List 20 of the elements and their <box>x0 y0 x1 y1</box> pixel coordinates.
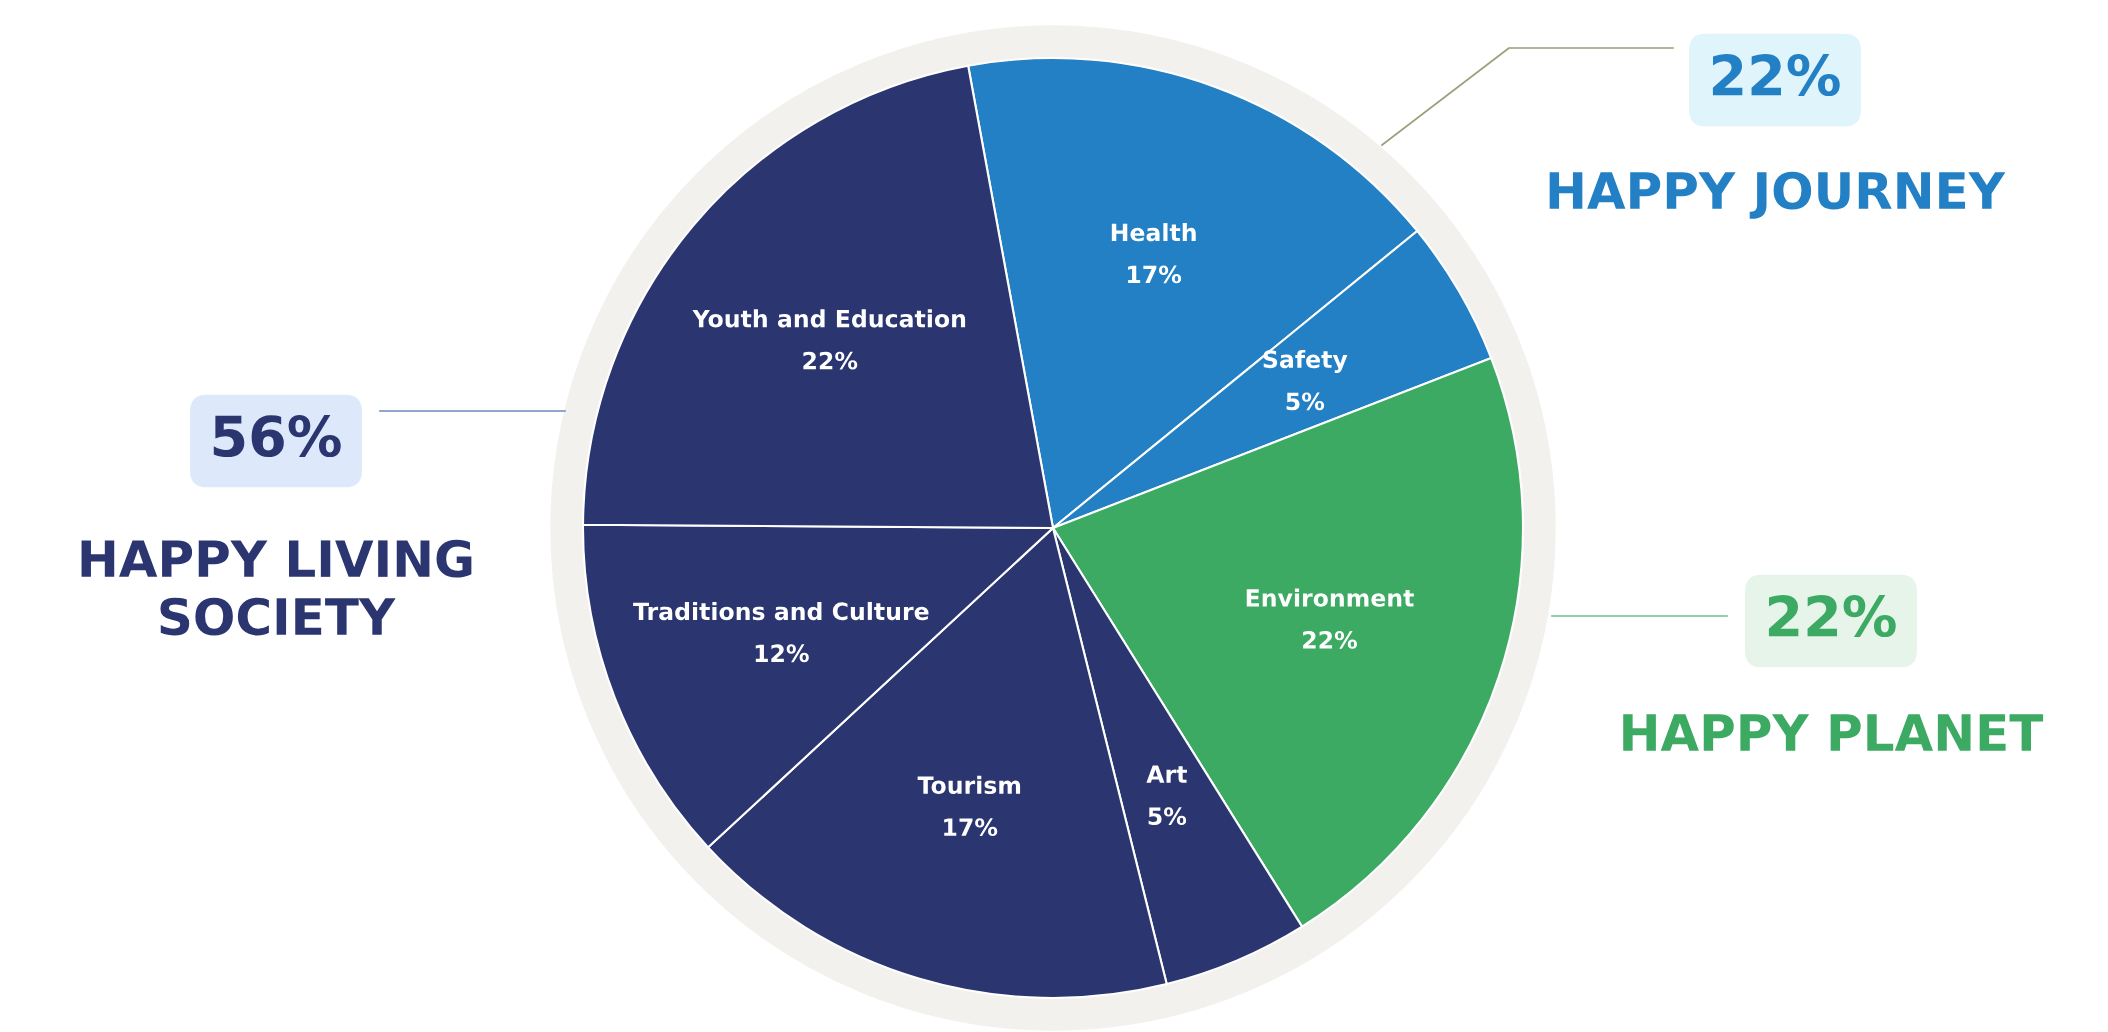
data-label: 5% <box>1148 807 1187 826</box>
text: 22% <box>1768 595 1896 638</box>
text: HAPPY PLANET <box>1623 714 2044 751</box>
text: HAPPY LIVING SOCIETY <box>81 539 472 636</box>
slice-label: Youth and Education <box>692 309 966 328</box>
data-label: 5% <box>1286 392 1325 411</box>
slice-label: Health <box>1111 223 1196 242</box>
data-label: 22% <box>803 351 858 370</box>
slice-label: Tourism <box>917 775 1021 795</box>
text: 22% <box>1712 54 1840 97</box>
slice-label: Traditions and Culture <box>633 601 929 621</box>
slice-label: Art <box>1146 765 1187 783</box>
slice-label: Safety <box>1263 349 1348 373</box>
data-label: 12% <box>755 644 809 663</box>
data-label: 22% <box>1303 630 1358 649</box>
slice-label: Environment <box>1246 588 1414 607</box>
data-label: 17% <box>944 818 998 837</box>
text: 56% <box>213 415 341 458</box>
data-label: 17% <box>1128 265 1182 284</box>
text: HAPPY JOURNEY <box>1549 171 2006 219</box>
